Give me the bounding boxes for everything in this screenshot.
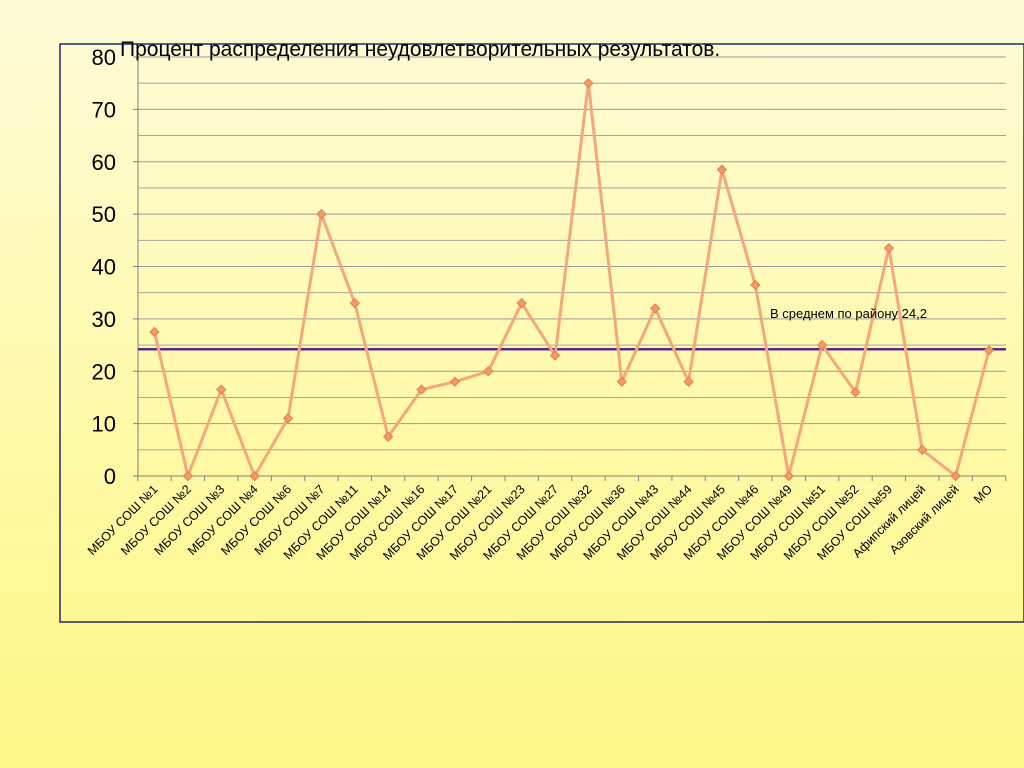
data-point <box>716 164 728 175</box>
data-point <box>850 386 861 398</box>
y-tick-label: 60 <box>92 150 116 175</box>
x-tick-label: МО <box>971 482 995 506</box>
data-point <box>516 297 527 309</box>
y-tick-label: 50 <box>92 202 116 227</box>
data-point <box>349 297 360 309</box>
y-tick-label: 70 <box>92 97 116 122</box>
data-point <box>583 77 594 89</box>
data-point <box>216 384 227 395</box>
data-point <box>483 366 494 377</box>
data-point <box>249 470 260 482</box>
series-group <box>149 77 995 482</box>
axes <box>133 56 1007 481</box>
data-point <box>816 339 828 351</box>
chart-title: Процент распределения неудовлетворительн… <box>120 38 720 61</box>
plot-frame <box>59 43 1024 623</box>
data-point <box>182 470 194 482</box>
y-tick-label: 80 <box>92 45 116 70</box>
data-point <box>149 326 160 338</box>
data-point <box>950 470 961 482</box>
data-point <box>449 376 461 387</box>
data-point <box>282 413 294 424</box>
y-tick-label: 20 <box>92 359 116 384</box>
data-point <box>917 444 928 456</box>
y-tick-label: 40 <box>92 255 116 280</box>
y-tick-label: 10 <box>92 412 116 437</box>
series-line <box>153 81 991 478</box>
data-point <box>983 345 995 356</box>
data-point <box>549 350 561 361</box>
data-point <box>316 208 327 220</box>
y-tick-label: 30 <box>92 307 116 332</box>
data-point <box>649 303 661 314</box>
reference-line-label: В среднем по району 24,2 <box>770 306 927 321</box>
y-tick-labels: 0 10 20 30 40 50 60 70 80 <box>92 45 116 489</box>
grid-lines <box>138 56 1006 451</box>
data-point <box>616 376 628 387</box>
data-point <box>750 279 761 291</box>
data-point <box>883 242 895 254</box>
data-point <box>382 431 394 442</box>
y-tick-label: 0 <box>104 464 116 489</box>
data-point <box>683 376 694 387</box>
data-point <box>783 470 794 482</box>
data-point <box>416 384 427 395</box>
